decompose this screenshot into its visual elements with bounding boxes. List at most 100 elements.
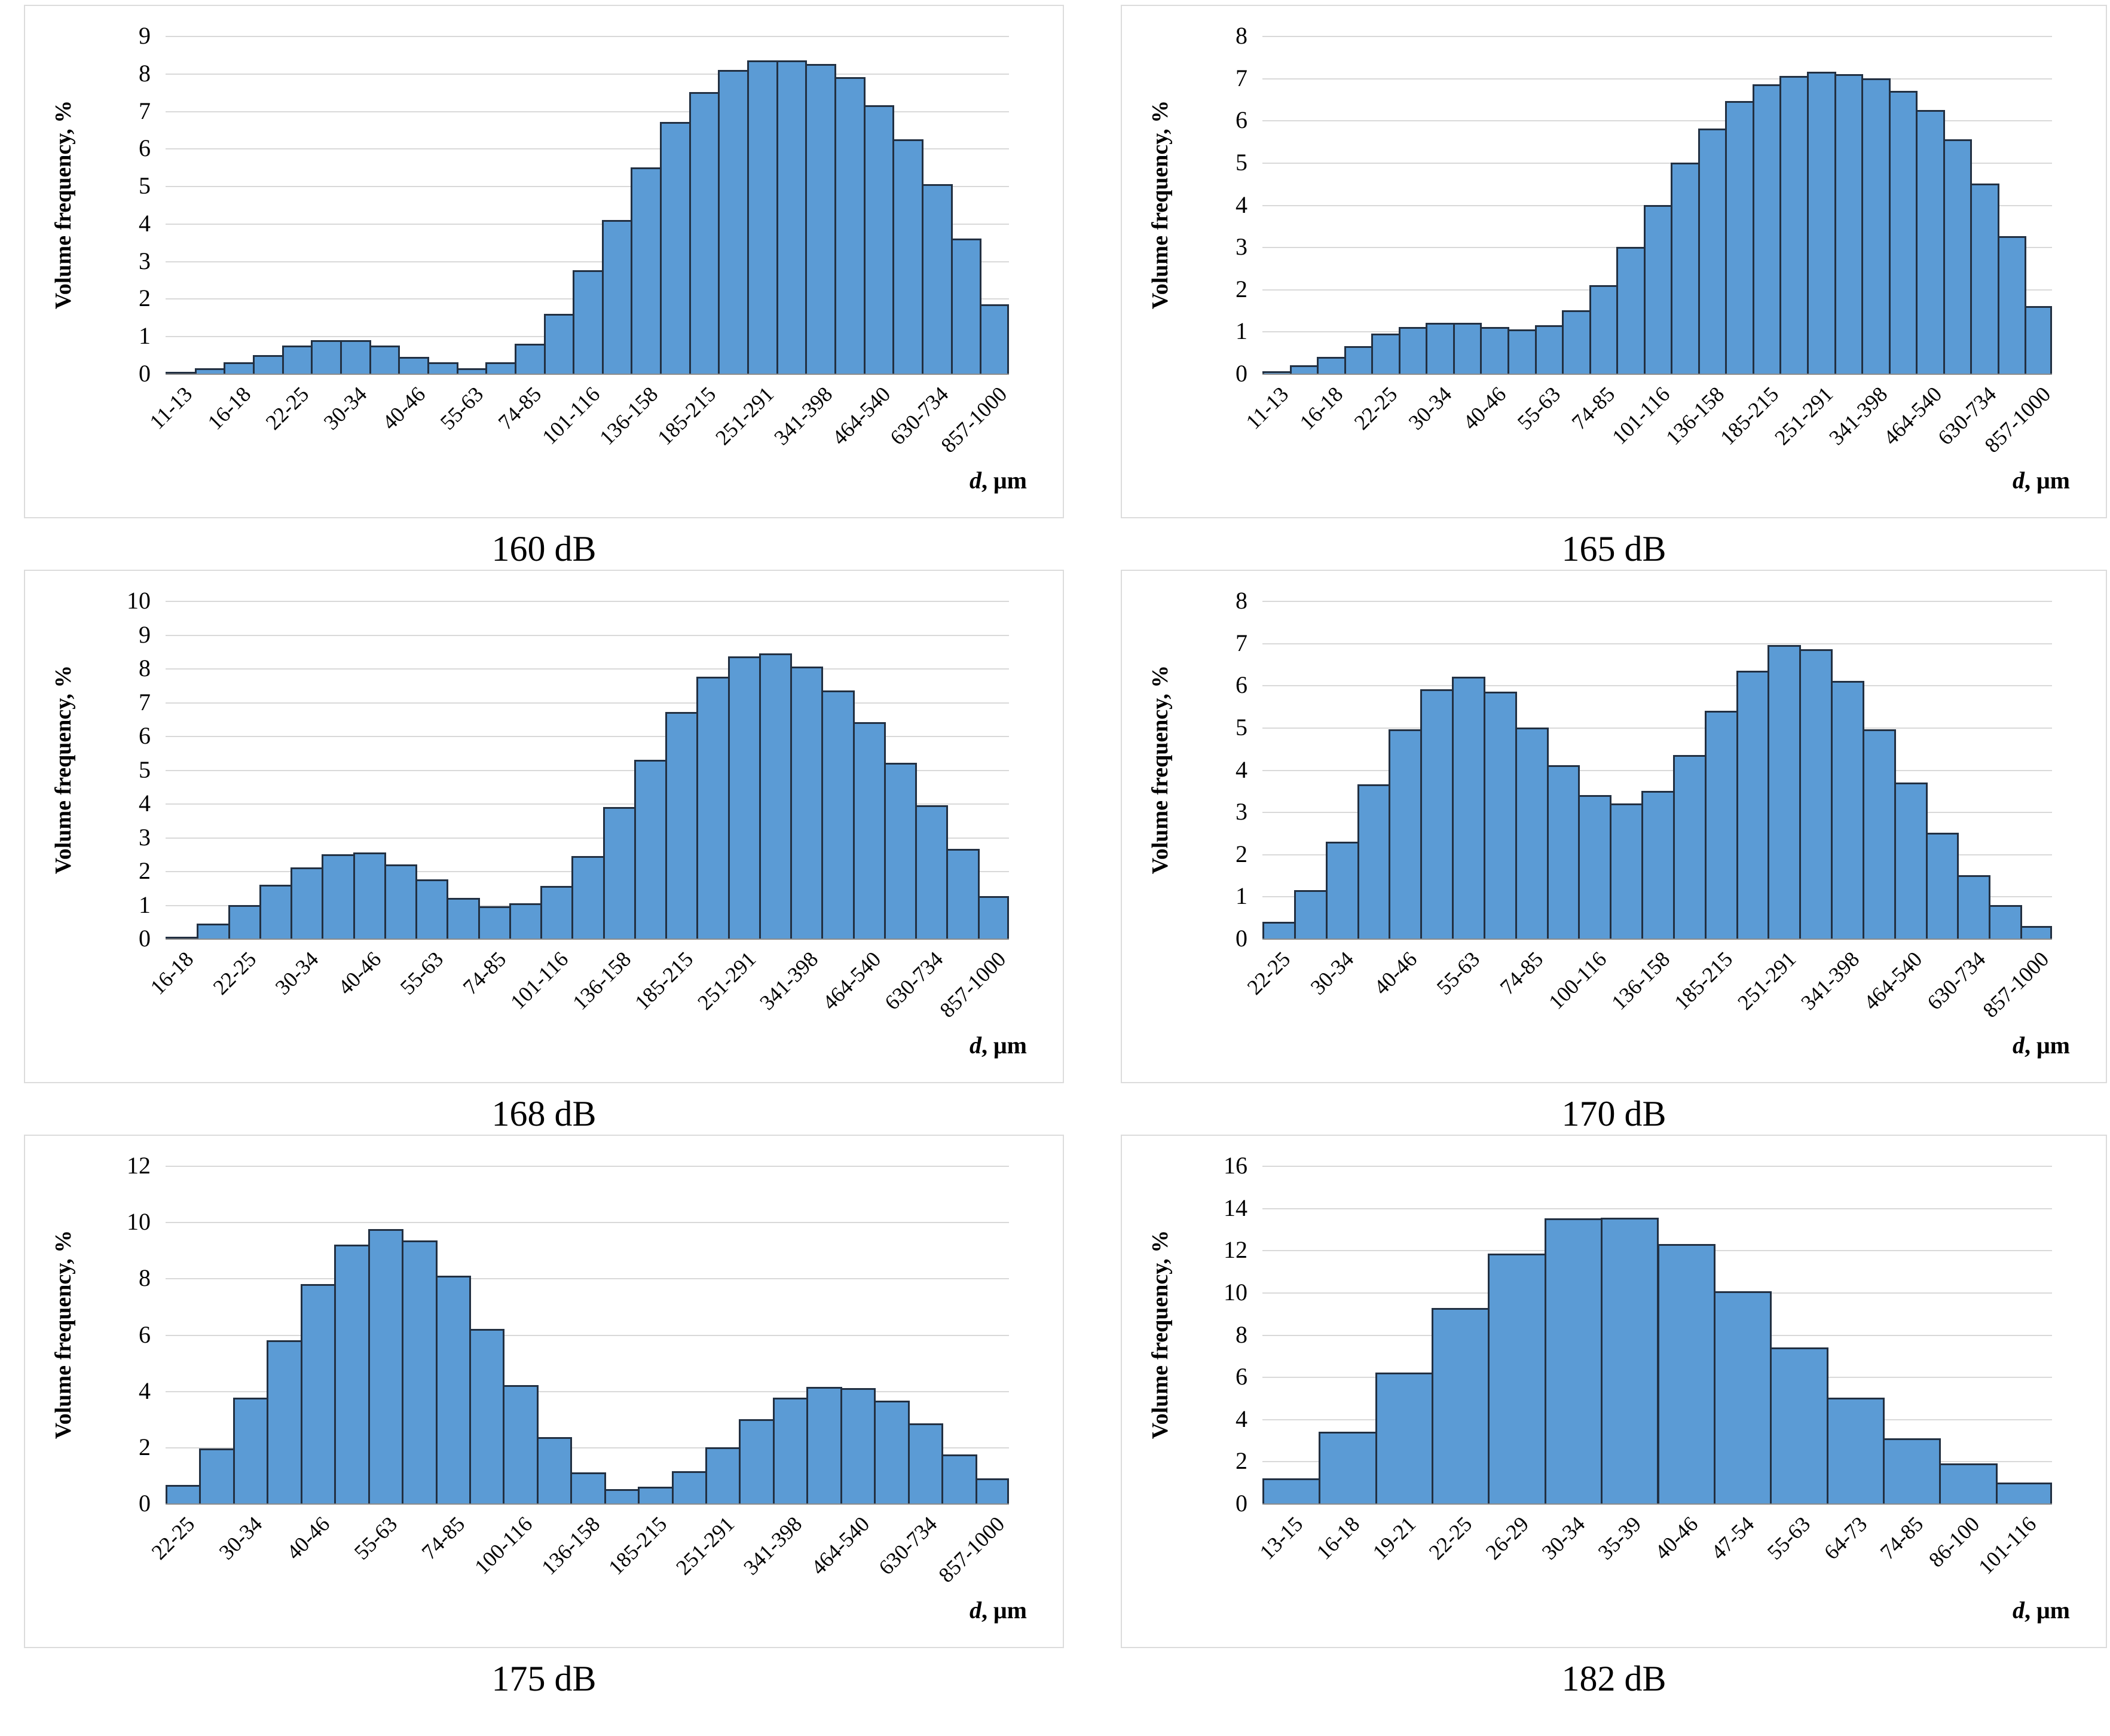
- y-tick-label: 0: [1236, 925, 1247, 952]
- bar-13-15: [194, 368, 226, 374]
- bar-19-21: [1375, 1373, 1434, 1503]
- y-tick-label: 2: [1236, 840, 1247, 867]
- bar-74-85: [1515, 727, 1549, 939]
- bar-64-73: [447, 898, 480, 939]
- gridline: [166, 148, 1009, 150]
- gridline: [166, 36, 1009, 37]
- bar-35-39: [1452, 323, 1482, 374]
- y-tick-label: 4: [1236, 756, 1247, 783]
- y-tick-label: 8: [1236, 22, 1247, 49]
- bar-40-46: [1389, 729, 1423, 939]
- y-tick-label: 2: [139, 857, 151, 884]
- bar-735-856: [946, 849, 980, 939]
- plot-area: 0 1 2 3 4 5 6 7 8 22-25 30-34 40-46 55-63 74-85 100-11…: [1236, 587, 2053, 1022]
- y-tick-label: 1: [139, 891, 151, 918]
- bar-136-158: [1698, 129, 1727, 374]
- plot-area: 0 1 2 3 4 5 6 7 8 9 11-13 16-18 22-25 30-34 40-46 55-63…: [139, 22, 1011, 457]
- bar-30-34: [290, 867, 324, 939]
- bar-216-250: [718, 69, 750, 374]
- bar-55-63: [1770, 1347, 1828, 1503]
- y-tick-label: 16: [1224, 1152, 1247, 1179]
- gridline: [1262, 162, 2052, 164]
- gridline: [166, 73, 1009, 75]
- gridline: [166, 111, 1009, 112]
- gridline: [166, 837, 1009, 839]
- bar-100-116: [503, 1385, 539, 1503]
- bar-26-29: [259, 884, 293, 939]
- bar-857-1000: [2020, 925, 2052, 939]
- bar-30-34: [233, 1398, 269, 1503]
- bar-464-540: [852, 722, 886, 939]
- histogram-panel-170db: Volume frequency, % 0 1 2 3 4 5 6 7 8 22-25 30-34 4…: [1121, 570, 2107, 1083]
- bar-117-135: [1671, 162, 1700, 374]
- gridline: [166, 1334, 1009, 1336]
- bar-55-63: [1534, 325, 1564, 374]
- y-tick-label: 6: [1236, 106, 1247, 134]
- y-tick-label: 8: [139, 59, 151, 87]
- bar-74-85: [435, 1275, 471, 1503]
- bar-630-734: [1957, 875, 1991, 939]
- bar-19-21: [197, 923, 230, 939]
- gridline: [1262, 36, 2052, 37]
- bar-464-540: [1916, 109, 1945, 374]
- gridline: [166, 702, 1009, 704]
- y-tick-label: 8: [1236, 1321, 1247, 1348]
- bar-251-291: [727, 656, 761, 939]
- y-tick-label: 4: [139, 1377, 151, 1404]
- bar-16-18: [166, 937, 199, 939]
- bar-630-734: [1970, 184, 1999, 374]
- bar-185-215: [638, 1486, 674, 1503]
- x-axis-title: d, μm: [2013, 1031, 2070, 1059]
- x-axis-title-d: d: [2013, 1032, 2025, 1059]
- bar-86-100: [469, 1329, 505, 1503]
- y-tick-label: 8: [139, 655, 151, 681]
- y-tick-label: 6: [139, 1321, 151, 1348]
- bar-22-25: [228, 904, 261, 939]
- y-tick-label: 0: [139, 925, 151, 952]
- y-tick-label: 7: [139, 97, 151, 124]
- y-tick-label: 6: [1236, 671, 1247, 699]
- x-axis-title-unit: , μm: [2025, 467, 2070, 494]
- bar-857-1000: [980, 304, 1009, 374]
- y-tick-label: 0: [139, 1490, 151, 1517]
- x-axis-title-d: d: [970, 467, 981, 494]
- bar-251-291: [747, 60, 778, 374]
- bar-40-46: [1657, 1243, 1715, 1503]
- y-tick-label: 4: [1236, 191, 1247, 218]
- bar-30-34: [340, 340, 371, 374]
- plot-area: 0 1 2 3 4 5 6 7 8 11-13 16-18 22-25 30-34 40-46 55-63 7…: [1236, 22, 2056, 457]
- x-axis-title-unit: , μm: [2025, 1032, 2070, 1059]
- bar-47-54: [1420, 689, 1454, 939]
- y-tick-label: 7: [1236, 629, 1247, 656]
- bar-74-85: [1882, 1438, 1941, 1503]
- y-tick-label: 5: [139, 172, 151, 200]
- y-tick-label: 10: [1224, 1278, 1247, 1306]
- gridline: [1262, 1166, 2052, 1167]
- bar-630-734: [907, 1423, 944, 1503]
- bar-117-135: [1610, 803, 1644, 939]
- y-tick-label: 6: [139, 722, 151, 749]
- bar-464-540: [840, 1387, 876, 1503]
- bar-86-100: [509, 903, 543, 939]
- y-tick-label: 7: [139, 688, 151, 716]
- x-axis-title-unit: , μm: [981, 467, 1027, 494]
- gridline: [1262, 120, 2052, 122]
- bar-86-100: [1616, 247, 1646, 374]
- bar-541-629: [1943, 139, 1973, 374]
- bar-47-54: [427, 362, 458, 374]
- gridline: [1262, 78, 2052, 80]
- chart-caption: 175 dB: [491, 1659, 597, 1698]
- bar-22-25: [166, 1485, 201, 1503]
- gridline: [166, 601, 1009, 602]
- gridline: [166, 634, 1009, 636]
- bar-399-463: [806, 1386, 842, 1503]
- chart-cell-182db: Volume frequency, % 0 2 4 6 8 10 12 14 16 13-15 16…: [1121, 1135, 2107, 1700]
- plot-area: 0 2 4 6 8 10 12 14 16 13-15 16-18 19-21 22-25 26-29 30…: [1224, 1152, 2052, 1579]
- chart-caption: 165 dB: [1561, 529, 1666, 569]
- bar-47-54: [334, 1244, 370, 1503]
- x-axis-title: d, μm: [2013, 466, 2070, 494]
- bar-185-215: [1752, 84, 1782, 374]
- bar-399-463: [834, 77, 866, 374]
- gridline: [166, 769, 1009, 771]
